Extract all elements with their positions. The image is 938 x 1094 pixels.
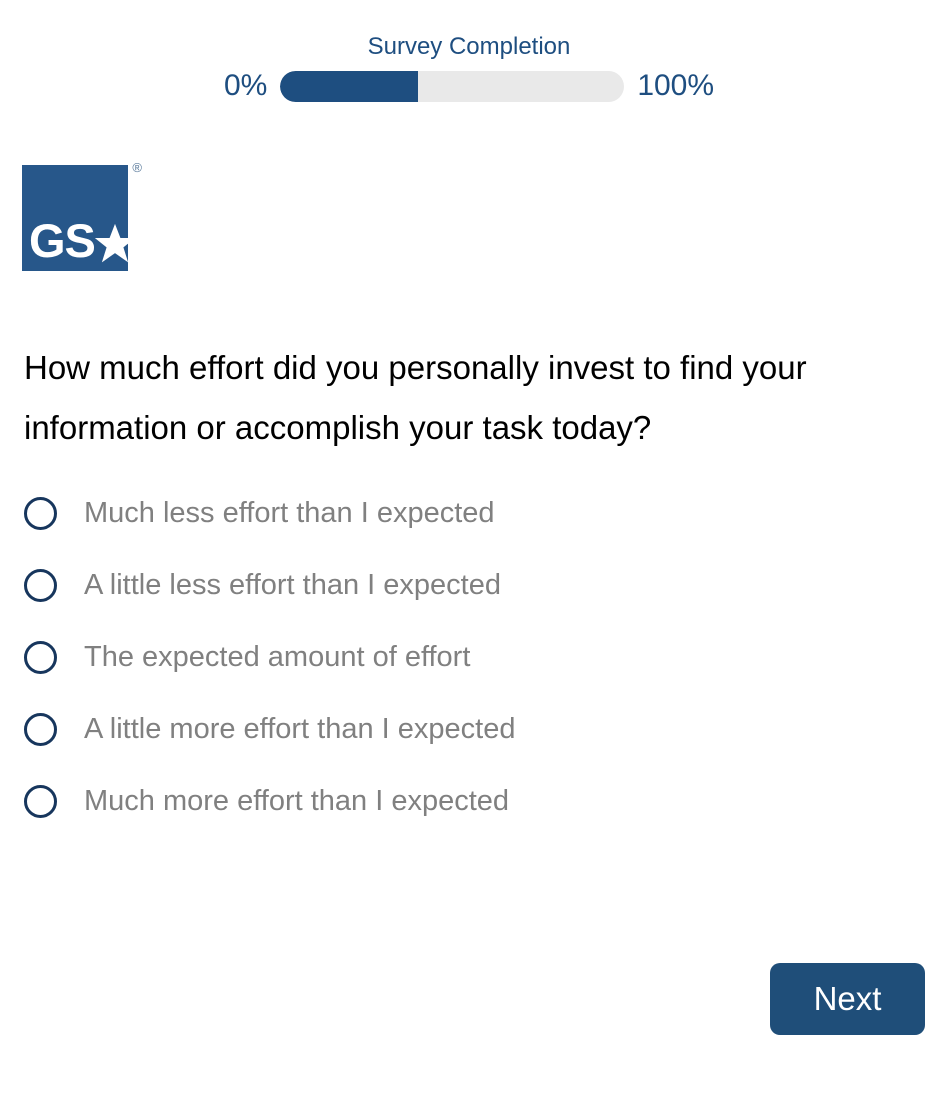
gsa-star-a-icon: [94, 223, 136, 263]
option-row-much-more[interactable]: Much more effort than I expected: [24, 784, 938, 818]
option-row-much-less[interactable]: Much less effort than I expected: [24, 496, 938, 530]
progress-bar-track: [280, 70, 625, 102]
option-row-little-less[interactable]: A little less effort than I expected: [24, 568, 938, 602]
progress-min-label: 0%: [223, 69, 268, 102]
gsa-logo-square: GS: [22, 165, 136, 271]
radio-button[interactable]: [24, 784, 57, 818]
option-label: A little more effort than I expected: [84, 712, 516, 745]
option-row-expected[interactable]: The expected amount of effort: [24, 640, 938, 674]
progress-row: 0% 100%: [0, 69, 938, 103]
radio-button[interactable]: [24, 712, 57, 746]
next-button[interactable]: Next: [770, 963, 925, 1035]
question-text: How much effort did you personally inves…: [24, 349, 807, 446]
survey-progress-section: Survey Completion 0% 100%: [0, 0, 938, 103]
gsa-logo: GS ®: [22, 160, 142, 271]
gsa-logo-letters: GS: [29, 217, 136, 264]
options-list: Much less effort than I expected A littl…: [24, 496, 938, 818]
option-label: Much less effort than I expected: [84, 496, 495, 529]
registered-trademark-icon: ®: [132, 160, 142, 175]
radio-button[interactable]: [24, 496, 57, 530]
progress-title: Survey Completion: [367, 33, 571, 60]
gsa-logo-gs-text: GS: [29, 214, 96, 267]
radio-button[interactable]: [24, 568, 57, 602]
next-button-row: Next: [0, 963, 938, 1035]
progress-bar-fill: [280, 70, 418, 102]
radio-button[interactable]: [24, 640, 57, 674]
progress-max-label: 100%: [637, 69, 715, 102]
option-label: The expected amount of effort: [84, 640, 471, 673]
option-row-little-more[interactable]: A little more effort than I expected: [24, 712, 938, 746]
option-label: A little less effort than I expected: [84, 568, 501, 601]
option-label: Much more effort than I expected: [84, 784, 510, 817]
